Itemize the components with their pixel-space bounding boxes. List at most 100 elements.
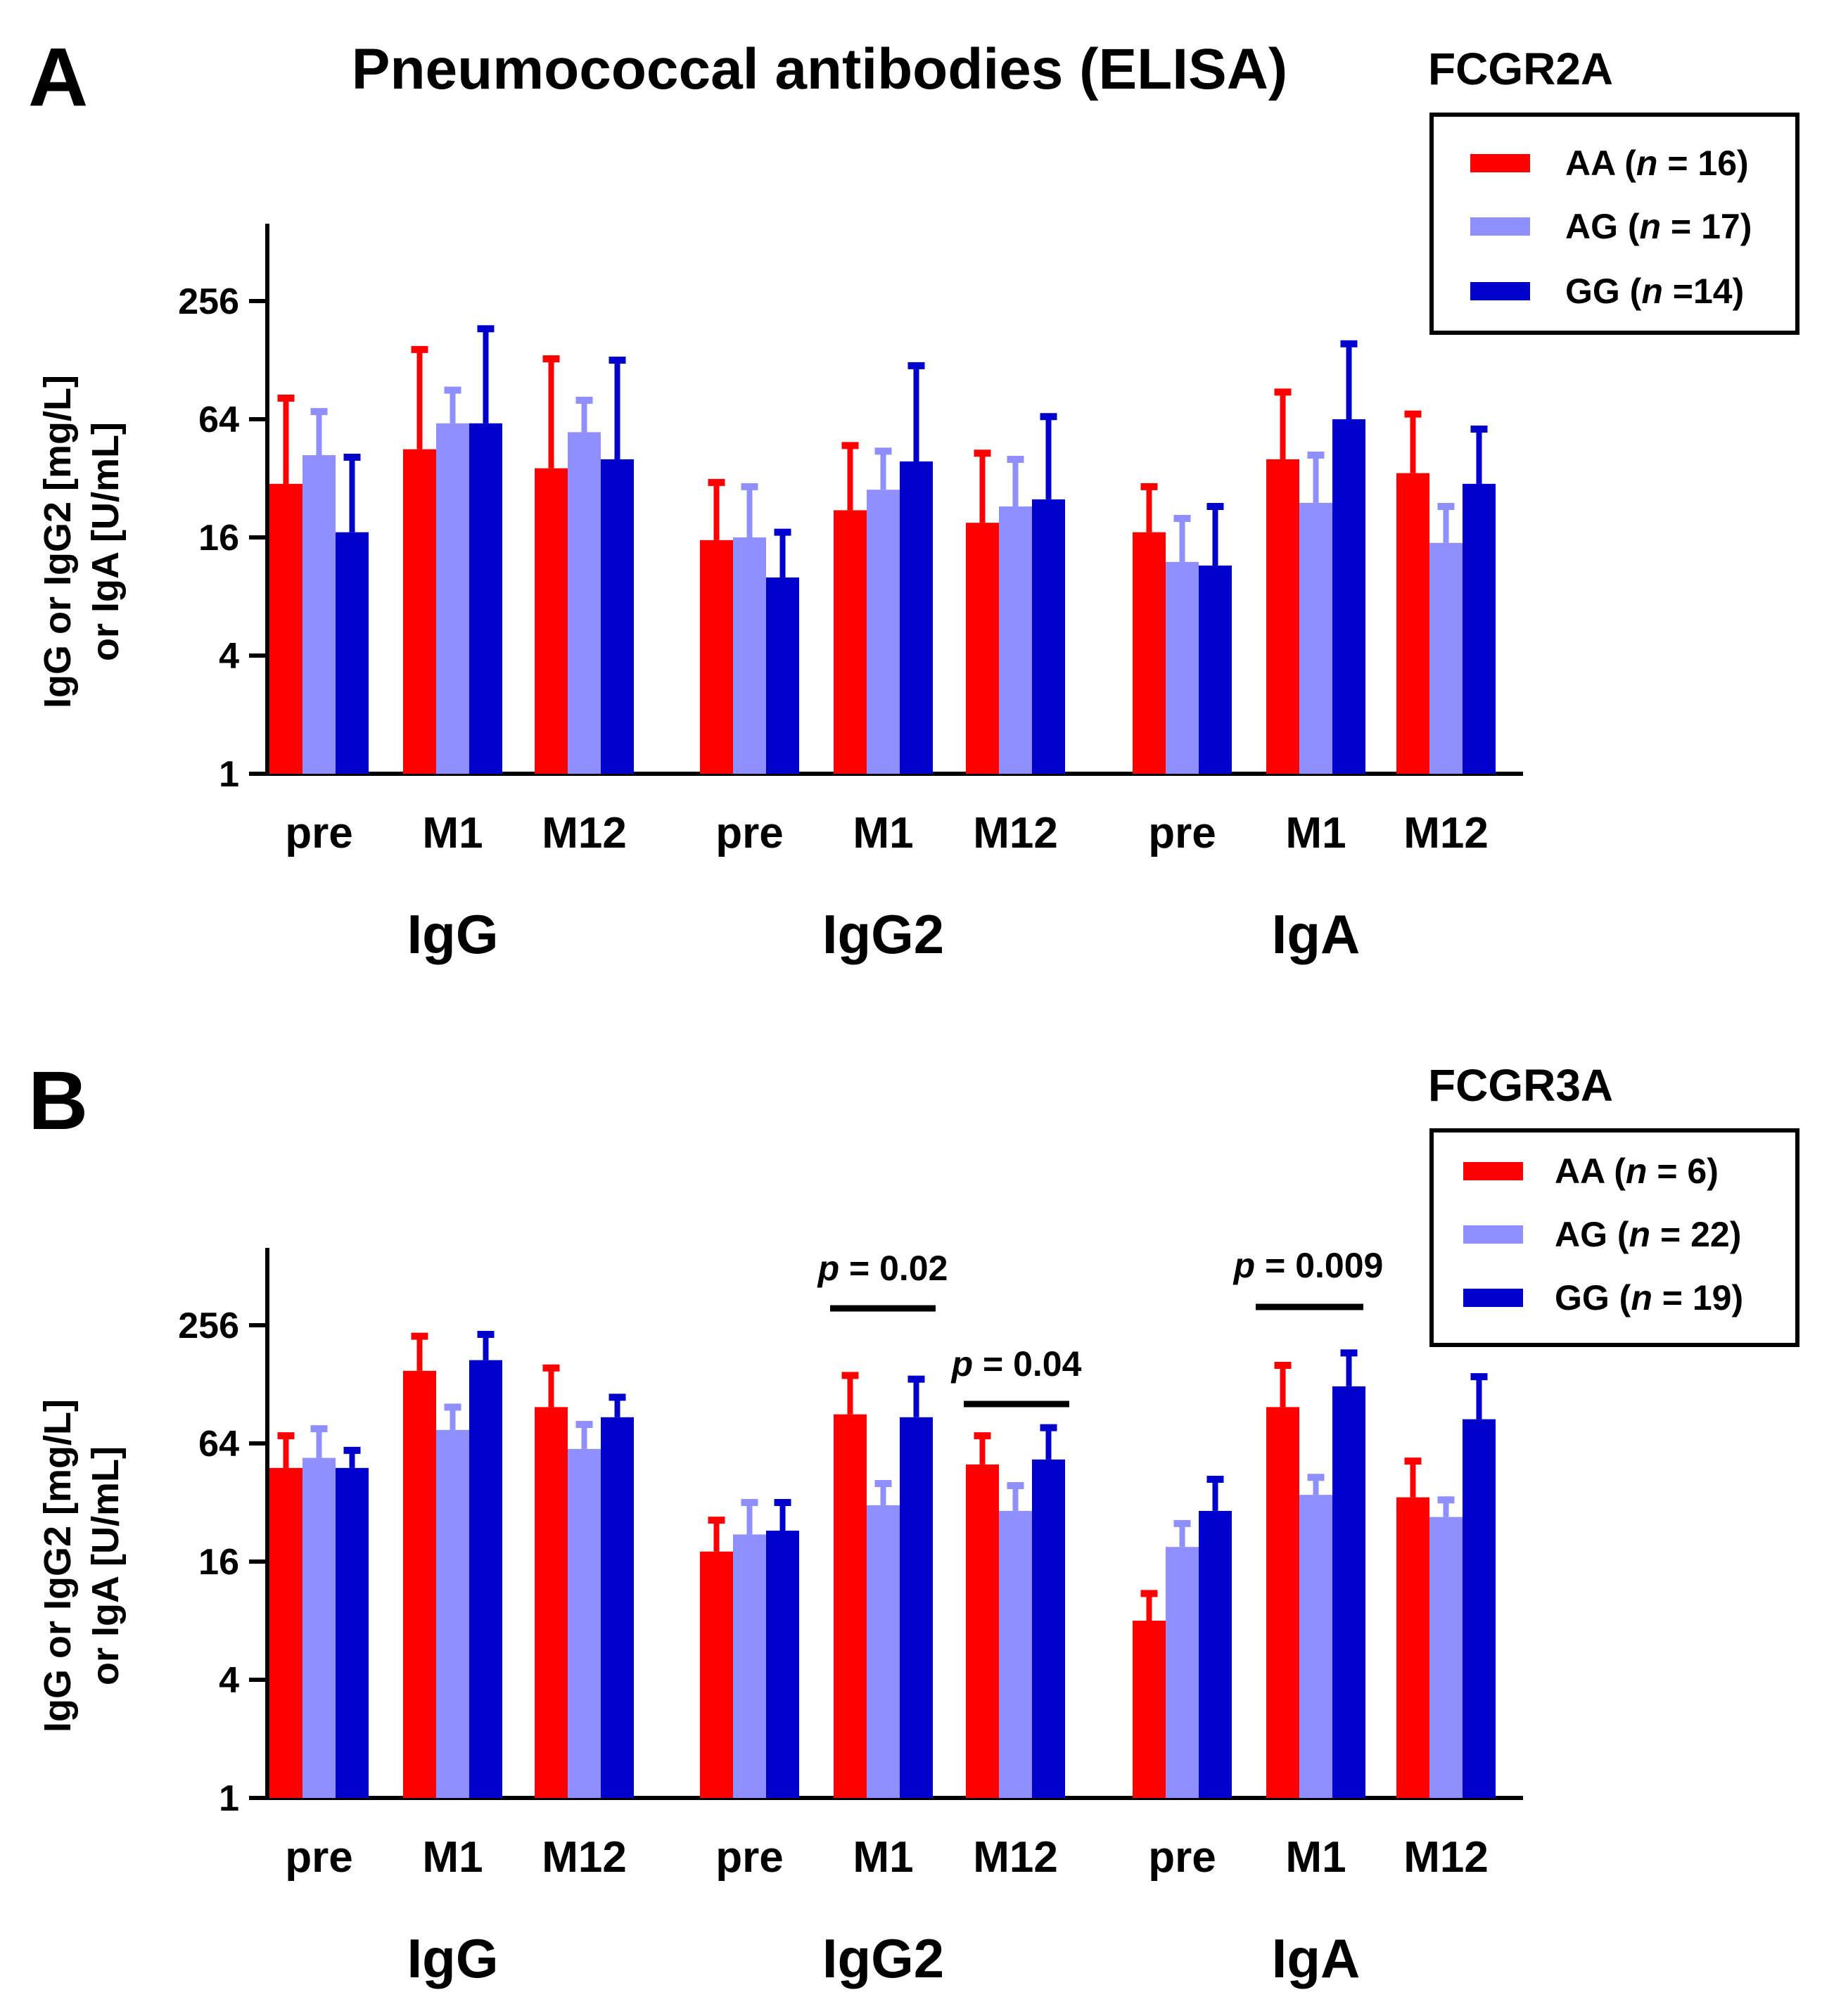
legend-box [1429, 113, 1799, 335]
figure-title: Pneumococcal antibodies (ELISA) [352, 37, 1287, 101]
y-tick-label: 256 [178, 281, 239, 322]
bar-gg [1032, 499, 1065, 774]
bar-gg [1199, 566, 1232, 774]
bar-aa [269, 1467, 302, 1798]
bar-ag [302, 455, 336, 774]
bar-ag [867, 490, 900, 774]
bar-aa [1396, 1497, 1429, 1798]
bar-aa [1266, 459, 1299, 774]
bar-aa [403, 1370, 436, 1798]
bar-ag [733, 537, 766, 774]
bar-ag [1429, 542, 1463, 774]
bar-ag [999, 1510, 1032, 1798]
group-label: IgG [407, 1927, 499, 1989]
bar-aa [700, 1551, 733, 1798]
bar-aa [834, 1414, 867, 1798]
y-axis-label-line1: IgG or IgG2 [mg/L] [37, 375, 79, 708]
category-label: M12 [973, 809, 1058, 857]
bar-gg [601, 459, 634, 774]
bar-gg [900, 1417, 933, 1798]
bar-aa [1396, 473, 1429, 774]
group-label: IgG2 [822, 903, 944, 965]
bar-aa [700, 540, 733, 774]
legend-swatch-aa [1470, 154, 1530, 172]
y-tick-label: 1 [219, 754, 239, 795]
bar-gg [336, 1467, 369, 1798]
y-axis-label-line2: or IgA [U/mL] [84, 1446, 127, 1685]
category-label: M1 [853, 809, 913, 857]
bar-gg [1199, 1510, 1232, 1798]
legend-label-ag: AG (n = 22) [1555, 1215, 1741, 1254]
bar-ag [1299, 502, 1332, 774]
bar-gg [336, 532, 369, 774]
category-label: M1 [1285, 809, 1346, 857]
bar-ag [1166, 1547, 1199, 1798]
category-label: pre [715, 1833, 783, 1882]
bar-aa [1133, 532, 1166, 774]
legend-label-gg: GG (n =14) [1565, 272, 1744, 311]
bar-gg [1032, 1459, 1065, 1798]
bar-aa [1133, 1621, 1166, 1798]
legend-label-ag: AG (n = 17) [1565, 207, 1752, 246]
bar-ag [867, 1505, 900, 1798]
y-axis-label-line2: or IgA [U/mL] [84, 422, 127, 661]
bar-gg [1332, 1386, 1365, 1798]
y-tick-label: 256 [178, 1306, 239, 1346]
category-label: M12 [1403, 809, 1489, 857]
bar-aa [535, 468, 568, 774]
bar-ag [436, 1429, 469, 1798]
category-label: M1 [422, 809, 483, 857]
bar-aa [966, 1464, 999, 1798]
bar-ag [568, 432, 601, 774]
bar-gg [469, 1360, 502, 1798]
category-label: M12 [1403, 1833, 1489, 1882]
group-label: IgA [1272, 1927, 1361, 1989]
category-label: pre [1148, 1833, 1216, 1882]
category-label: M1 [1285, 1833, 1346, 1882]
legend-swatch-ag [1470, 217, 1530, 236]
bar-gg [900, 461, 933, 774]
panel-letter: A [28, 31, 88, 124]
bar-ag [302, 1457, 336, 1798]
y-axis-label-line1: IgG or IgG2 [mg/L] [37, 1399, 79, 1733]
group-label: IgG2 [822, 1927, 944, 1989]
y-tick-label: 4 [219, 636, 239, 677]
category-label: M12 [542, 809, 627, 857]
category-label: M12 [973, 1833, 1058, 1882]
panel-letter: B [28, 1054, 88, 1147]
bar-gg [1463, 1419, 1496, 1798]
bar-ag [733, 1534, 766, 1798]
y-tick-label: 4 [219, 1660, 239, 1701]
legend-swatch-aa [1463, 1162, 1523, 1180]
bar-aa [403, 449, 436, 774]
gene-label: FCGR3A [1428, 1060, 1613, 1111]
bar-aa [966, 523, 999, 774]
legend-label-aa: AA (n = 16) [1565, 143, 1749, 183]
y-tick-label: 16 [198, 1542, 239, 1583]
category-label: pre [285, 809, 352, 857]
bar-aa [535, 1407, 568, 1798]
p-value-label: p = 0.009 [1232, 1246, 1384, 1285]
panel-a: A FCGR2A 1 4 16 64 256 IgG or IgG2 [mg/L] or IgA… [28, 31, 1799, 965]
bar-gg [601, 1417, 634, 1798]
legend-swatch-ag [1463, 1225, 1523, 1244]
y-tick-label: 1 [219, 1778, 239, 1819]
p-value-label: p = 0.02 [817, 1249, 948, 1288]
category-label: M1 [422, 1833, 483, 1882]
group-label: IgA [1272, 903, 1361, 965]
bar-ag [436, 423, 469, 774]
bar-aa [269, 483, 302, 774]
y-tick-label: 64 [198, 400, 239, 440]
bar-gg [469, 423, 502, 774]
legend-label-gg: GG (n = 19) [1555, 1278, 1743, 1318]
group-label: IgG [407, 903, 499, 965]
gene-label: FCGR2A [1428, 44, 1613, 94]
category-label: pre [715, 809, 783, 857]
bar-ag [999, 506, 1032, 774]
y-tick-label: 64 [198, 1424, 239, 1465]
bar-ag [1299, 1495, 1332, 1798]
category-label: M1 [853, 1833, 913, 1882]
category-label: pre [285, 1833, 352, 1882]
bar-gg [1332, 419, 1365, 774]
legend-swatch-gg [1470, 282, 1530, 300]
